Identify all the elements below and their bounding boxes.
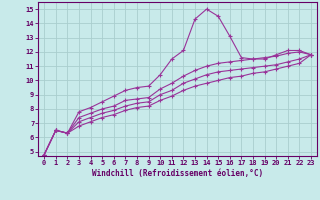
- X-axis label: Windchill (Refroidissement éolien,°C): Windchill (Refroidissement éolien,°C): [92, 169, 263, 178]
